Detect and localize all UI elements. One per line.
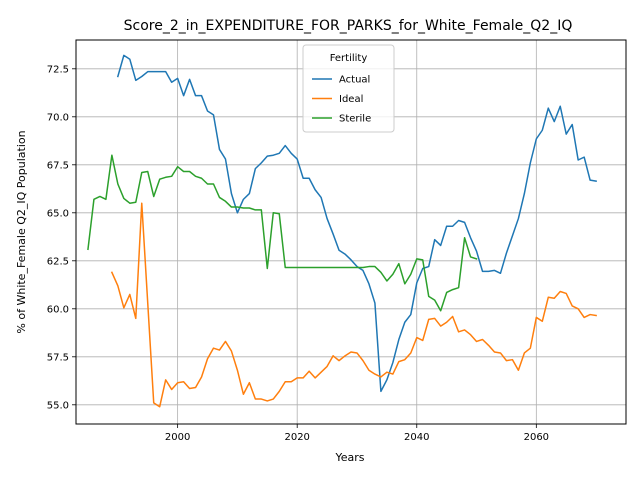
x-tick-label: 2040: [404, 432, 429, 443]
y-tick-label: 60.0: [47, 304, 69, 315]
y-tick-label: 57.5: [47, 352, 69, 363]
y-axis-label: % of White_Female Q2_IQ Population: [15, 130, 28, 333]
y-axis: 55.0 57.5 60.0 62.5 65.0 67.5 70.0 72.5: [47, 64, 76, 411]
plot-frame: [75, 39, 627, 425]
legend-label-sterile: Sterile: [339, 114, 371, 125]
x-axis-label: Years: [334, 451, 364, 464]
legend-label-ideal: Ideal: [339, 94, 363, 105]
y-tick-label: 55.0: [47, 400, 69, 411]
legend-label-actual: Actual: [339, 75, 370, 86]
x-tick-label: 2060: [524, 432, 549, 443]
y-tick-label: 65.0: [47, 208, 69, 219]
series-line-ideal: [110, 202, 597, 408]
x-axis: 2000 2020 2040 2060: [165, 424, 549, 443]
plot-series: [87, 54, 597, 408]
legend-title: Fertility: [330, 53, 368, 64]
legend-box: [302, 44, 395, 133]
legend: Fertility Actual Ideal Sterile: [302, 44, 395, 133]
series-line-actual: [116, 54, 597, 393]
series-line-sterile: [87, 154, 478, 312]
y-tick-label: 67.5: [47, 160, 69, 171]
y-tick-label: 70.0: [47, 112, 69, 123]
chart-title: Score_2_in_EXPENDITURE_FOR_PARKS_for_Whi…: [124, 18, 573, 34]
x-tick-label: 2000: [165, 432, 190, 443]
y-tick-label: 72.5: [47, 64, 69, 75]
x-tick-label: 2020: [284, 432, 309, 443]
y-tick-label: 62.5: [47, 256, 69, 267]
